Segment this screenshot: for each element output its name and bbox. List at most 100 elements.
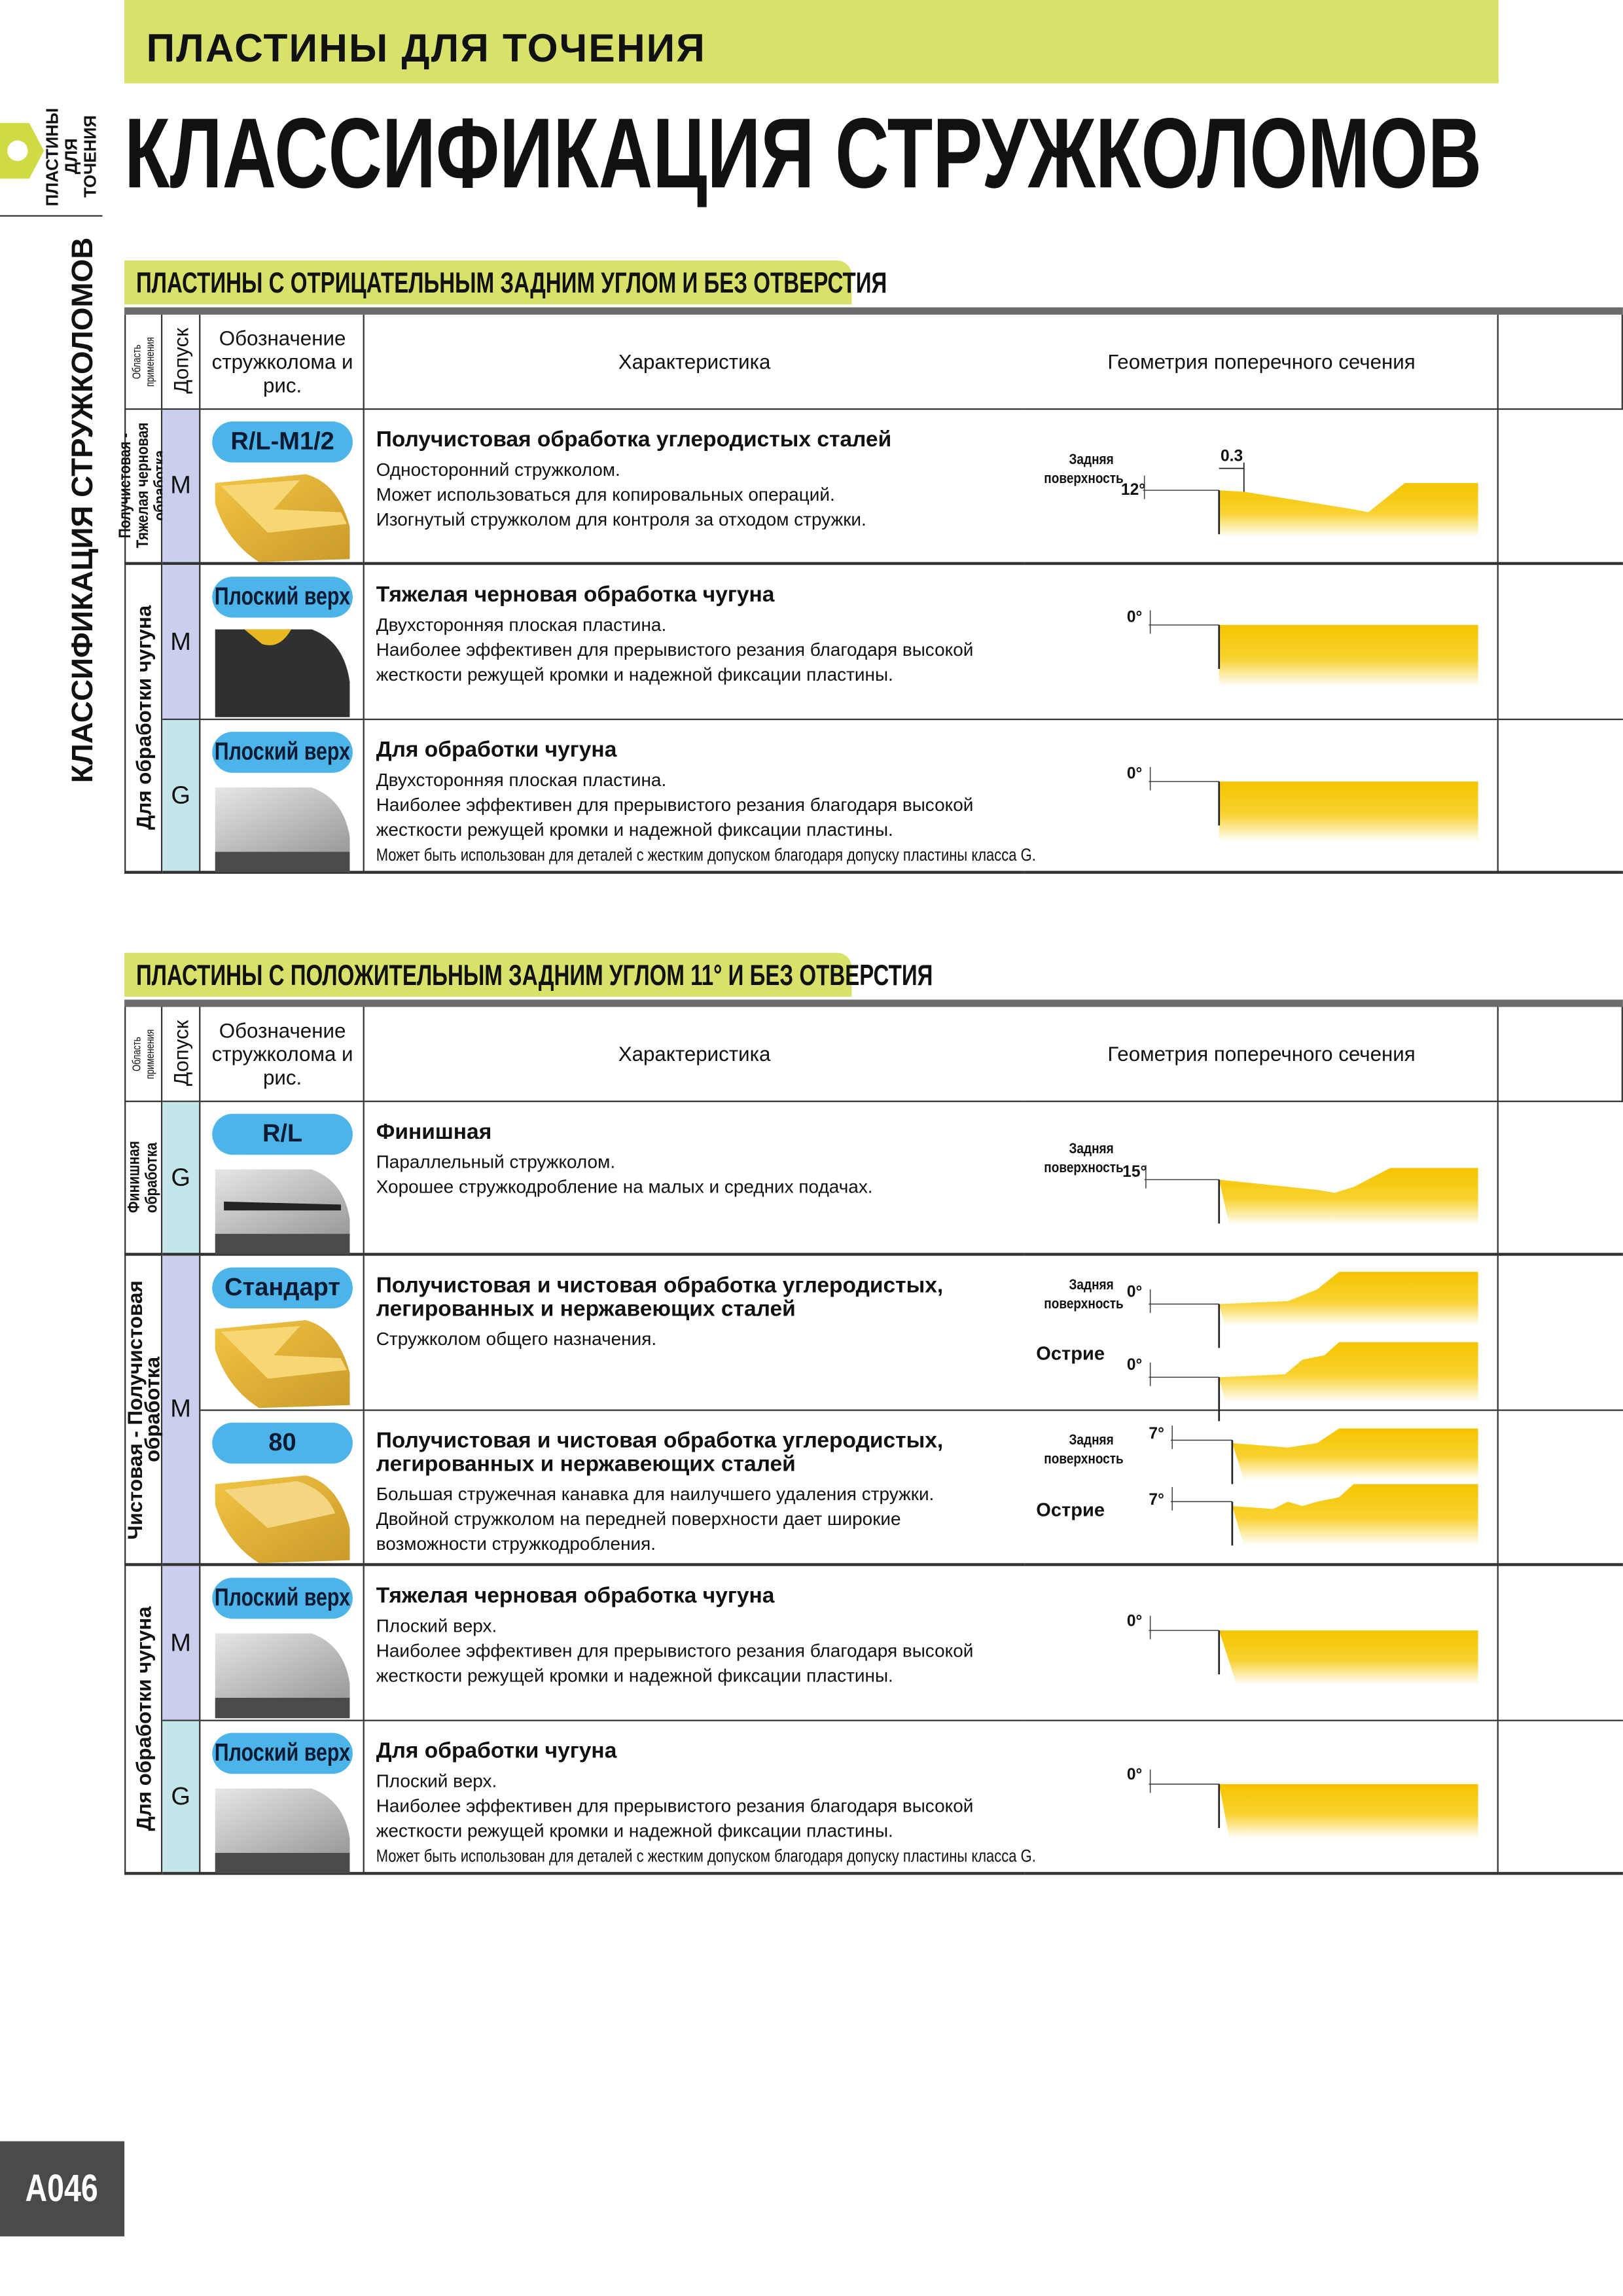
breaker: Плоский верх: [214, 1583, 351, 1612]
section-rule: [124, 999, 1623, 1007]
section-title-bar: ПЛАСТИНЫ С ПОЛОЖИТЕЛЬНЫМ ЗАДНИМ УГЛОМ 11…: [124, 952, 933, 997]
column-header: Обозначение стружколома и рис.: [211, 1018, 353, 1089]
tolerance-cell: G: [162, 1102, 201, 1256]
row-text: жесткости режущей кромки и надежной фикс…: [376, 1665, 893, 1687]
application-cell: Для обработки чугуна: [124, 1566, 163, 1875]
profile-face: Задняя поверхность: [1044, 1141, 1124, 1177]
profile-angle: 7°: [1149, 1491, 1164, 1509]
tolerance: M: [170, 471, 191, 499]
insert-image: [215, 787, 350, 872]
profile-shape: [1219, 1342, 1478, 1403]
breaker-badge: Стандарт: [212, 1267, 353, 1309]
breaker-badge: Плоский верх: [212, 1577, 353, 1619]
extra-cell: [1498, 1566, 1623, 1721]
insert-body: [215, 1633, 350, 1698]
breaker-cell: Плоский верх: [200, 565, 365, 721]
extra-cell: [1498, 565, 1623, 721]
column-header: Обозначение стружколома и рис.: [211, 326, 353, 397]
geometry-cell: 0°: [1024, 1721, 1499, 1875]
section-title-bar: ПЛАСТИНЫ С ОТРИЦАТЕЛЬНЫМ ЗАДНИМ УГЛОМ И …: [124, 260, 887, 305]
profile-angle: 0°: [1126, 1613, 1143, 1631]
breaker: R/L: [262, 1119, 303, 1148]
row-title: Тяжелая черновая обработка чугуна: [376, 583, 775, 608]
header-cell: Обозначение стружколома и рис.: [200, 1007, 365, 1102]
profile-face: Задняя поверхность: [1044, 452, 1124, 488]
category-bar: [124, 0, 1499, 84]
row-title: Получистовая и чистовая обработка углеро…: [376, 1428, 944, 1454]
insert-image: [215, 1633, 350, 1719]
row-text: Большая стружечная канавка для наилучшег…: [376, 1484, 935, 1505]
profile-angle: 12°: [1120, 481, 1146, 499]
extra-cell: [1498, 410, 1623, 565]
header-cell: Характеристика: [364, 1007, 1025, 1102]
profile-face: Острие: [1036, 1342, 1105, 1365]
row-text: Плоский верх.: [376, 1770, 497, 1792]
insert-image: [215, 1788, 350, 1874]
application: Финишная обработка: [126, 1141, 161, 1214]
breaker-badge: 80: [212, 1422, 353, 1464]
column-header: Геометрия поперечного сечения: [1107, 350, 1416, 374]
header-cell: [1498, 1007, 1623, 1102]
insert-body: [215, 787, 350, 852]
characteristic-cell: Получистовая и чистовая обработка углеро…: [364, 1256, 1025, 1411]
breaker-cell: R/L: [200, 1102, 365, 1256]
application: Чистовая - Получистовая обработка: [122, 1280, 164, 1539]
breaker-cell: Плоский верх: [200, 1721, 365, 1875]
header-cell: Обозначение стружколома и рис.: [200, 314, 365, 410]
breaker: Плоский верх: [214, 738, 351, 766]
extra-cell: [1498, 1256, 1623, 1411]
insert-image: [215, 1169, 350, 1255]
profile-drawing: [1149, 1769, 1478, 1839]
insert-image: [215, 474, 350, 562]
profile-angle: 15°: [1122, 1163, 1147, 1181]
profile-angle: 0°: [1126, 609, 1143, 627]
section-title: ПЛАСТИНЫ С ПОЛОЖИТЕЛЬНЫМ ЗАДНИМ УГЛОМ 11…: [135, 960, 933, 993]
insert-image: [215, 1320, 350, 1408]
row-text: Плоский верх.: [376, 1615, 497, 1637]
tolerance: G: [171, 1782, 190, 1810]
tolerance-cell: M: [162, 1566, 201, 1721]
row-text: Параллельный стружколом.: [376, 1151, 616, 1173]
extra-cell: [1498, 1721, 1623, 1875]
application-cell: Для обработки чугуна: [124, 565, 163, 874]
tab-icon: [0, 122, 45, 179]
header-cell: Допуск: [162, 1007, 201, 1102]
geometry-cell: 0°: [1024, 720, 1499, 874]
characteristic-cell: Для обработки чугуна Двухсторонняя плоска…: [364, 720, 1036, 874]
row-text: Двухсторонняя плоская пластина.: [376, 770, 667, 791]
row-text: жесткости режущей кромки и надежной фикс…: [376, 664, 893, 685]
extra-cell: [1498, 1102, 1623, 1256]
profile-shape: [1232, 1428, 1478, 1480]
header-cell: [1498, 314, 1623, 410]
tolerance-cell: M: [162, 1255, 201, 1566]
breaker: Плоский верх: [214, 1738, 351, 1767]
breaker-badge: R/L: [212, 1113, 353, 1155]
tolerance: G: [171, 1162, 190, 1191]
column-header: Геометрия поперечного сечения: [1107, 1042, 1416, 1066]
application-cell: Финишная обработка: [124, 1102, 163, 1256]
row-title: Финишная: [376, 1119, 492, 1145]
profile-drawing: [1143, 462, 1478, 537]
characteristic-cell: Для обработки чугуна Плоский верх. Наиболе…: [364, 1721, 1036, 1875]
insert-side: [215, 1697, 350, 1719]
header-cell: Характеристика: [364, 315, 1025, 410]
insert-body: [215, 1788, 350, 1854]
breaker: R/L-M1/2: [230, 427, 334, 456]
breaker-badge: Плоский верх: [212, 1732, 353, 1774]
breaker: 80: [268, 1428, 296, 1457]
breaker: Плоский верх: [214, 583, 351, 611]
profile-face: Задняя поверхность: [1044, 1278, 1124, 1313]
insert-body: [215, 1169, 350, 1234]
column-header: Допуск: [169, 1020, 193, 1087]
row-text: Может использоваться для копировальных о…: [376, 484, 835, 505]
breaker-cell: Плоский верх: [200, 1566, 365, 1721]
row-text: Хорошее стружкодробление на малых и сред…: [376, 1176, 873, 1198]
row-text: Наиболее эффективен для прерывистого рез…: [376, 1640, 974, 1662]
profile-drawing: [1149, 1615, 1478, 1685]
header-cell: Геометрия поперечного сечения: [1024, 314, 1499, 410]
row-text: жесткости режущей кромки и надежной фикс…: [376, 1820, 893, 1842]
column-header: Область применения: [130, 336, 157, 387]
header-cell: Область применения: [124, 1007, 163, 1102]
